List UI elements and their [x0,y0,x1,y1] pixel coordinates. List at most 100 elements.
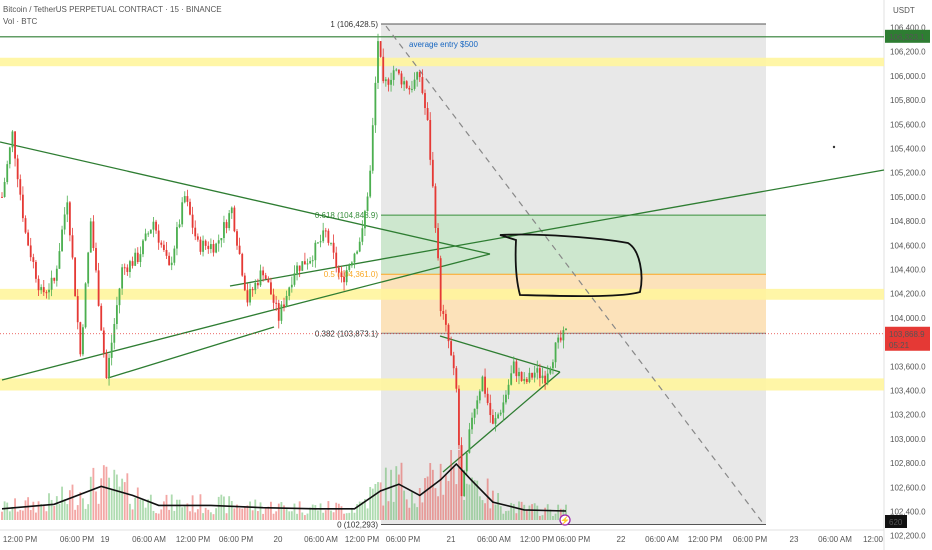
candle-body [471,417,473,430]
candle-body [126,267,129,272]
candle-body [45,292,48,294]
volume-bar [392,501,395,520]
candle-body [63,214,66,230]
candle-body [364,211,366,229]
y-tick-label: 103,000.0 [890,435,926,444]
volume-bar [290,511,293,520]
volume-bar [296,513,298,520]
event-marker-glyph: ⚡ [560,515,570,525]
volume-bar [246,505,249,520]
volume-bar [170,494,173,520]
volume-bar [520,501,523,520]
fib-label-1: 1 (106,428.5) [330,20,378,29]
volume-bar [1,511,3,520]
volume-bar [108,477,110,520]
volume-bar [390,469,392,520]
candle-body [507,384,510,395]
candle-body [249,289,251,303]
volume-bar [134,497,137,520]
volume-bar [202,513,204,520]
volume-bar [136,487,139,520]
level-badge [885,29,930,43]
candle-body [478,391,481,401]
candle-body [510,373,513,385]
volume-bar [79,492,82,520]
candle-body [259,270,262,286]
volume-bar [275,511,278,520]
volume-bar [327,501,330,520]
candle-body [105,353,108,378]
candle-body [382,56,385,82]
symbol-title: Bitcoin / TetherUS PERPETUAL CONTRACT · … [3,5,222,14]
volume-bar [199,494,202,520]
y-tick-label: 105,800.0 [890,96,926,105]
candle-body [121,267,124,289]
trend-line-2 [1,253,491,381]
volume-bar [301,512,304,520]
volume-bar [426,476,429,520]
volume-bar [518,501,520,520]
y-tick-label: 103,400.0 [890,387,926,396]
candle-body [204,240,207,246]
candle-body [366,196,369,212]
candle-body [118,288,121,306]
trend-line-3 [107,326,275,379]
candle-body [168,255,171,266]
volume-bar [149,494,152,520]
candle-body [113,323,116,343]
candle-body [400,73,403,85]
candle-body [544,375,547,384]
volume-bar [319,503,322,520]
volume-bar [243,507,246,520]
x-tick-label: 06:00 PM [733,535,768,544]
volume-bar [215,508,218,520]
candle-body [512,361,515,374]
candle-body [238,245,241,254]
candle-body [275,302,278,304]
candle-body [408,87,411,90]
zone-2 [0,288,884,300]
candle-body [392,70,395,80]
x-tick-label: 19 [101,535,110,544]
candle-body [270,282,272,295]
volume-bar [348,512,351,520]
volume-bar [293,503,296,520]
candle-body [290,284,293,288]
volume-bar [212,514,215,520]
candle-body [61,229,63,252]
candle-body [358,241,361,252]
volume-bar [113,469,116,520]
candle-body [102,330,105,354]
candle-body [136,252,139,262]
volume-bar [63,499,66,520]
candle-body [37,278,40,291]
volume-bar [343,513,345,520]
candle-body [426,108,429,121]
volume-bar [121,478,124,520]
y-tick-label: 102,200.0 [890,532,926,541]
volume-bar [66,504,69,520]
volume-bar [303,515,306,520]
volume-bar [421,502,424,520]
candle-body [531,372,533,378]
candle-body [533,372,536,378]
candle-body [181,202,184,225]
candle-body [353,253,356,263]
volume-bar [384,467,387,520]
candle-body [233,207,236,232]
candle-body [317,242,319,244]
volume-bar [82,498,84,520]
volume-bar [277,503,280,520]
volume-bar [11,506,14,520]
candle-body [183,196,186,203]
candle-body [565,328,567,331]
volume-bar [546,504,549,520]
volume-bar [505,511,507,520]
candle-body [361,228,364,242]
candle-body [437,228,439,259]
volume-bar [395,466,398,520]
candle-body [194,227,197,237]
volume-bar [499,506,502,520]
x-tick-label: 06:00 AM [645,535,679,544]
